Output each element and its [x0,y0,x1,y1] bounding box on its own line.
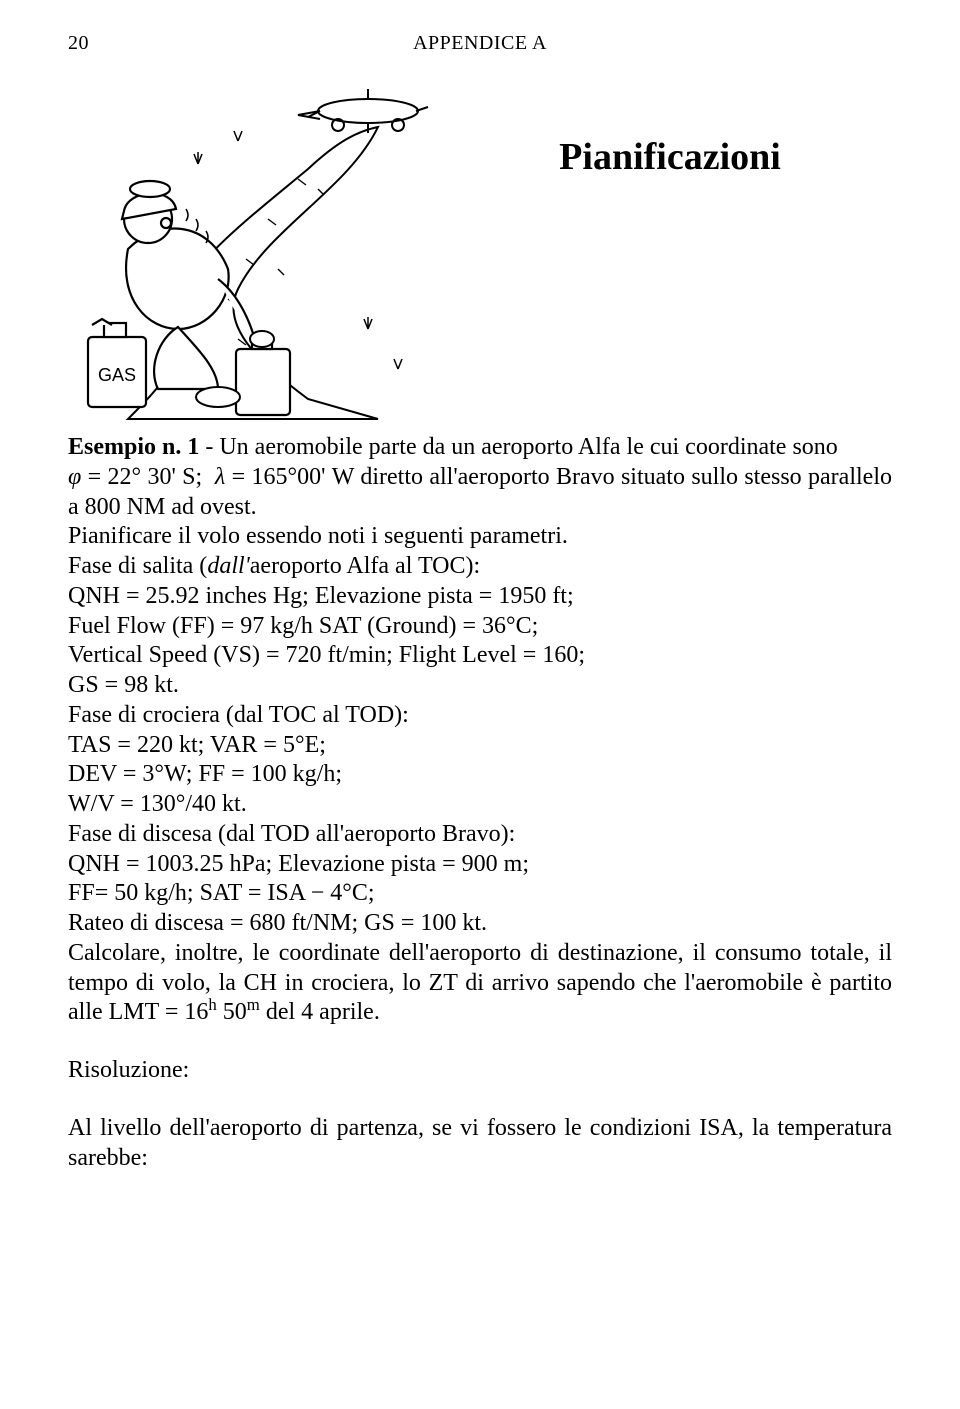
calc-post: del 4 aprile. [260,999,380,1025]
salita-l2: Fuel Flow (FF) = 97 kg/h SAT (Ground) = … [68,612,892,642]
calc-pre: Calcolare, inoltre, le coordinate dell'a… [68,940,892,1026]
discesa-l2: FF= 50 kg/h; SAT = ISA − 4°C; [68,879,892,909]
body-text: Esempio n. 1 - Un aeromobile parte da un… [68,433,892,1173]
intro-paragraph: Esempio n. 1 - Un aeromobile parte da un… [68,433,892,463]
salita-l4: GS = 98 kt. [68,671,892,701]
title-area: Pianificazioni [448,69,892,179]
crociera-l2: DEV = 3°W; FF = 100 kg/h; [68,760,892,790]
salita-l1: QNH = 25.92 inches Hg; Elevazione pista … [68,582,892,612]
final-line: Al livello dell'aeroporto di partenza, s… [68,1114,892,1174]
discesa-l1: QNH = 1003.25 hPa; Elevazione pista = 90… [68,850,892,880]
salita-post: aeroporto Alfa al TOC): [250,553,480,579]
svg-text:GAS: GAS [98,365,136,385]
calc-paragraph: Calcolare, inoltre, le coordinate dell'a… [68,939,892,1028]
salita-ital: dall' [207,553,249,579]
main-title: Pianificazioni [448,135,892,179]
pilot-gas-airplane-drawing: GAS [68,69,448,429]
crociera-l1: TAS = 220 kt; VAR = 5°E; [68,731,892,761]
discesa-header: Fase di discesa (dal TOD all'aeroporto B… [68,820,892,850]
example-label: Esempio n. 1 [68,434,199,460]
page-header: 20 APPENDICE A [68,32,892,55]
intro-rest: - Un aeromobile parte da un aeroporto Al… [199,434,837,460]
salita-pre: Fase di salita ( [68,553,207,579]
salita-header: Fase di salita (dall'aeroporto Alfa al T… [68,552,892,582]
crociera-header: Fase di crociera (dal TOC al TOD): [68,701,892,731]
risoluzione-label: Risoluzione: [68,1056,892,1086]
discesa-l3: Rateo di discesa = 680 ft/NM; GS = 100 k… [68,909,892,939]
header-title: APPENDICE A [128,32,892,55]
calc-mid: 50 [217,999,247,1025]
crociera-l3: W/V = 130°/40 kt. [68,790,892,820]
document-page: 20 APPENDICE A [0,0,960,1409]
calc-sup-h: h [208,995,216,1014]
formula-line: φ = 22° 30' S; λ = 165°00' W diretto all… [68,463,892,523]
salita-l3: Vertical Speed (VS) = 720 ft/min; Flight… [68,641,892,671]
page-number: 20 [68,32,128,55]
pianificare-line: Pianificare il volo essendo noti i segue… [68,522,892,552]
calc-sup-m: m [247,995,260,1014]
illustration: GAS [68,69,448,429]
illustration-row: GAS Pianificazioni [68,69,892,429]
